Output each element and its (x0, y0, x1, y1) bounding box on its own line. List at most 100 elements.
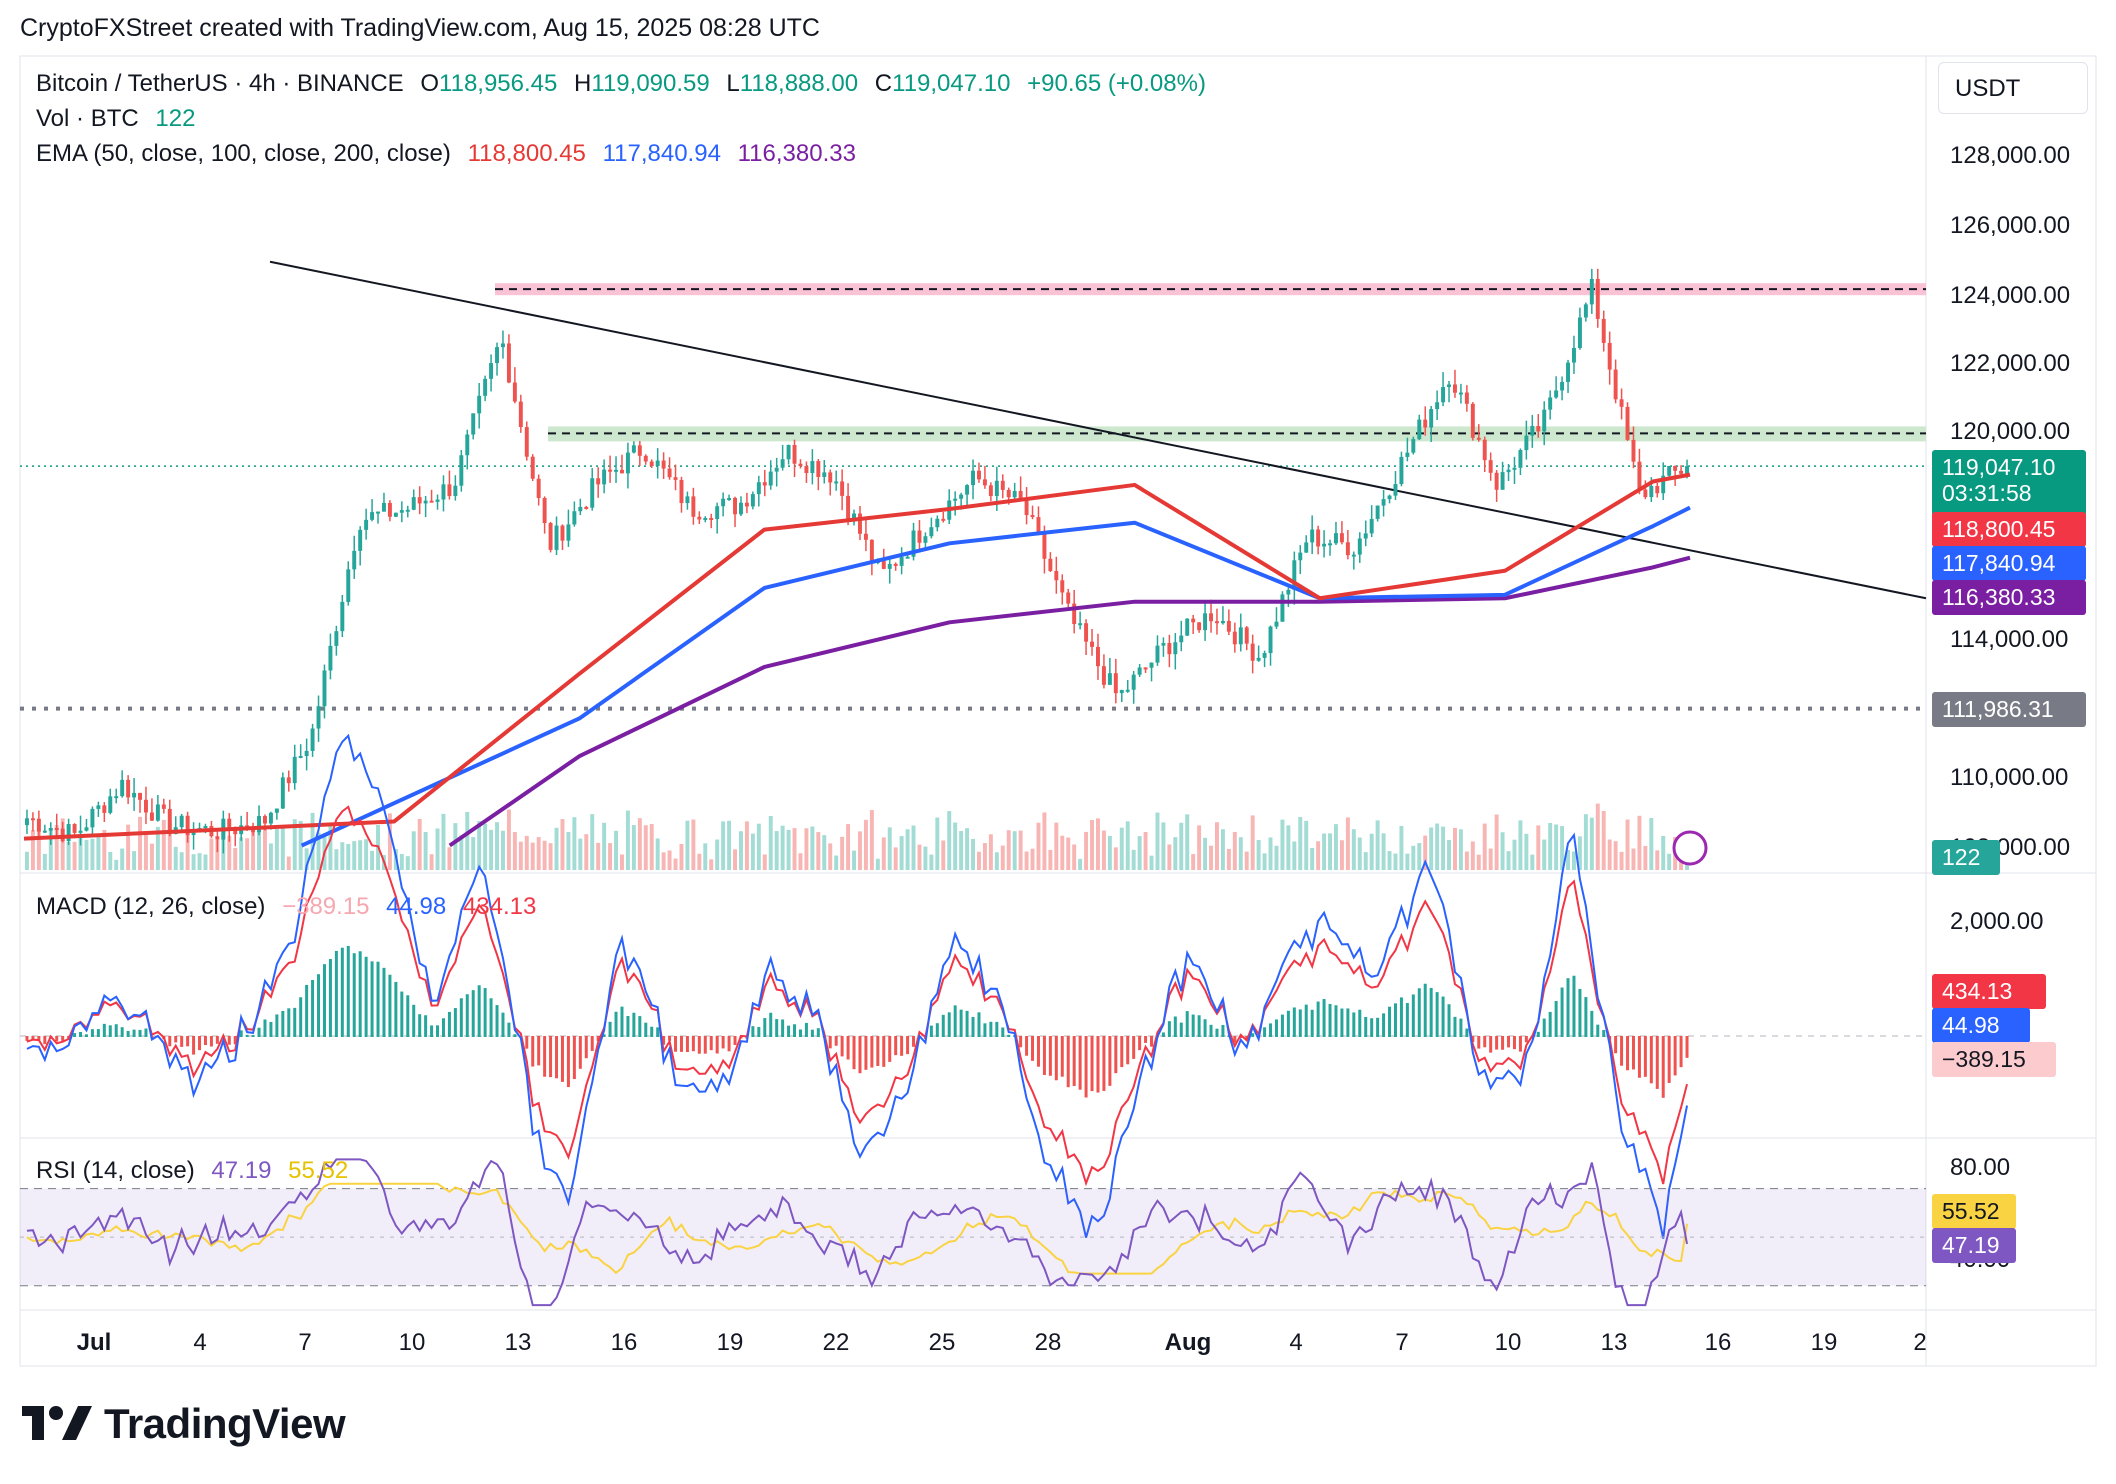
candle-body (1482, 439, 1487, 461)
candle-body (90, 808, 95, 828)
volume-bar (691, 819, 696, 870)
macd-hist-bar (1036, 1036, 1040, 1067)
macd-hist-bar (906, 1036, 910, 1055)
volume-bar (667, 850, 672, 870)
volume-bar (1197, 825, 1202, 870)
macd-hist-bar (180, 1036, 184, 1047)
macd-hist-bar (1048, 1036, 1052, 1076)
volume-bar (215, 840, 220, 870)
macd-hist-bar (531, 1036, 535, 1067)
candle-body (929, 527, 934, 537)
volume-bar (1107, 835, 1112, 870)
candle-body (1458, 392, 1463, 395)
macd-hist-bar (977, 1012, 981, 1037)
candle-body (149, 812, 154, 821)
macd-hist-bar (798, 1029, 802, 1037)
candle-body (977, 470, 981, 480)
candle-body (1054, 570, 1059, 581)
volume-bar (1536, 825, 1541, 870)
candle-body (863, 533, 868, 540)
candle-body (138, 792, 142, 800)
descending-trendline (269, 260, 1927, 600)
candle-body (709, 517, 714, 520)
macd-hist-bar (1459, 1018, 1463, 1037)
candle-body (1298, 552, 1303, 561)
volume-bar (1256, 839, 1261, 870)
volume-bar (251, 827, 256, 870)
macd-hist-bar (804, 1022, 808, 1037)
symbol-label[interactable]: Bitcoin / TetherUS · 4h · BINANCE (36, 70, 404, 97)
candle-body (393, 512, 398, 517)
candle-body (852, 513, 856, 519)
macd-hist-bar (989, 1021, 993, 1037)
macd-axis-label: 2,000.00 (1950, 908, 2044, 935)
volume-bar (1619, 851, 1624, 870)
macd-hist-bar (888, 1036, 892, 1062)
macd-hist-bar (1685, 1036, 1689, 1058)
macd-hist-bar (1161, 1032, 1165, 1037)
candle-body (905, 556, 910, 559)
candle-body (274, 808, 279, 813)
volume-bar (756, 823, 761, 870)
candle-body (881, 561, 886, 569)
rsi-legend[interactable]: RSI (14, close) 47.19 55.52 (36, 1157, 358, 1185)
tradingview-logo[interactable]: TradingView (22, 1400, 346, 1448)
candle-body (1286, 589, 1291, 595)
candle-body (1149, 662, 1154, 668)
macd-hist-bar (25, 1036, 29, 1041)
macd-hist-bar (1144, 1036, 1148, 1043)
macd-hist-bar (852, 1036, 856, 1070)
volume-legend[interactable]: Vol · BTC 122 (36, 105, 205, 133)
volume-bar (542, 840, 547, 870)
macd-hist-bar (1352, 1012, 1356, 1037)
macd-hist-bar (1370, 1018, 1374, 1037)
macd-hist-bar (1292, 1007, 1296, 1037)
macd-hist-bar (1643, 1036, 1647, 1077)
price-axis-label: 128,000.00 (1950, 142, 2071, 169)
macd-hist-bar (1304, 1004, 1308, 1037)
candle-body (72, 824, 77, 833)
macd-legend[interactable]: MACD (12, 26, close) −389.15 44.98 434.1… (36, 893, 546, 921)
volume-bar (1286, 825, 1291, 870)
macd-hist-bar (864, 1036, 868, 1070)
macd-hist-bar (1286, 1010, 1290, 1037)
volume-bar (1441, 826, 1446, 870)
macd-hist-bar (1197, 1015, 1201, 1037)
candle-body (679, 479, 684, 504)
macd-hist-bar (102, 1023, 106, 1037)
volume-bar (828, 843, 833, 870)
volume-bar (744, 821, 749, 870)
macd-hist-bar (495, 1005, 499, 1037)
ohlc-legend[interactable]: Bitcoin / TetherUS · 4h · BINANCE O118,9… (36, 70, 1216, 98)
volume-bar (953, 822, 958, 870)
candle-body (715, 506, 720, 520)
candle-body (227, 818, 232, 831)
volume-bar (453, 823, 458, 870)
candle-body (614, 469, 618, 472)
volume-bar (941, 840, 946, 870)
candle-body (42, 830, 47, 833)
macd-hist-bar (715, 1036, 719, 1054)
macd-hist-bar (293, 1007, 297, 1037)
candle-body (572, 511, 577, 525)
ema-legend[interactable]: EMA (50, close, 100, close, 200, close) … (36, 140, 866, 168)
volume-bar (1137, 836, 1142, 870)
currency-selector[interactable]: USDT (1938, 62, 2088, 114)
candle-body (625, 452, 630, 474)
macd-hist-bar (614, 1011, 618, 1037)
volume-bar (810, 826, 815, 870)
candle-body (1351, 554, 1356, 557)
volume-bar (423, 832, 428, 870)
candle-body (1560, 381, 1565, 391)
macd-hist-bar (1060, 1036, 1064, 1077)
volume-bar (977, 851, 981, 870)
volume-bar (548, 843, 553, 870)
volume-bar (1078, 858, 1083, 870)
candle-body (215, 836, 220, 840)
volume-bar (994, 852, 999, 870)
volume-bar (1518, 820, 1523, 870)
candle-body (1316, 529, 1321, 547)
candle-body (578, 506, 583, 512)
candle-body (1066, 592, 1071, 604)
